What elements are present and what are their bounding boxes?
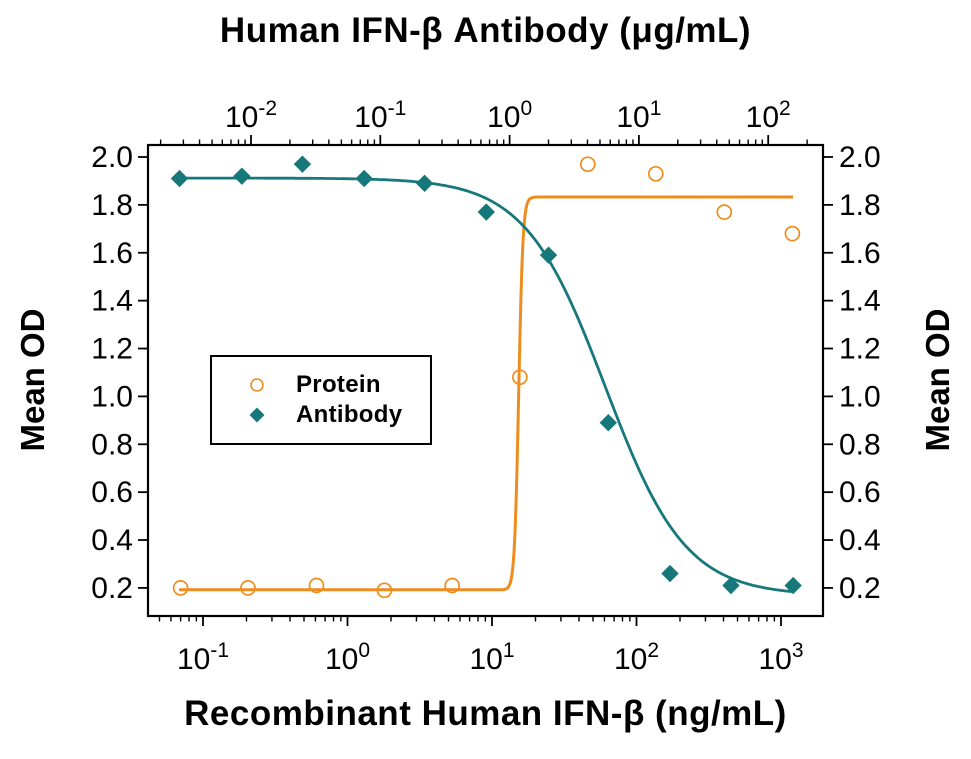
bottom-tick-label: 103: [758, 639, 803, 676]
left-tick-label: 0.2: [91, 572, 133, 605]
protein-data-point: [240, 580, 256, 596]
right-tick-label: 0.8: [839, 428, 881, 461]
top-tick-label: 10-1: [354, 97, 406, 134]
right-tick-label: 1.0: [839, 380, 881, 413]
left-tick-label: 0.6: [91, 476, 133, 509]
protein-data-point: [579, 156, 596, 173]
left-tick-label: 1.0: [91, 380, 133, 413]
plot-frame: [146, 143, 825, 618]
protein-curve: [178, 195, 794, 592]
protein-data-point: [716, 204, 733, 220]
protein-data-point: [444, 577, 461, 594]
left-tick-label: 1.4: [91, 285, 133, 318]
bottom-tick-label: 101: [469, 639, 514, 676]
protein-data-point: [172, 580, 189, 596]
left-tick-label: 1.2: [91, 333, 133, 366]
right-tick-label: 1.2: [839, 333, 881, 366]
antibody-data-point: [539, 246, 558, 264]
left-tick-label: 1.6: [91, 237, 133, 270]
antibody-data-point: [477, 203, 495, 221]
right-tick-label: 0.2: [839, 572, 881, 605]
antibody-data-point: [661, 564, 679, 583]
left-tick-label: 0.4: [91, 524, 133, 557]
protein-points: [172, 156, 801, 599]
protein-data-point: [308, 577, 325, 594]
protein-data-point: [647, 165, 664, 182]
top-tick-label: 100: [487, 97, 532, 134]
top-tick-label: 101: [616, 97, 661, 134]
legend: Protein Antibody: [210, 355, 432, 445]
left-tick-label: 1.8: [91, 189, 133, 222]
protein-data-point: [784, 225, 801, 242]
top-tick-label: 102: [746, 97, 791, 134]
antibody-data-point: [233, 167, 251, 185]
antibody-data-point: [170, 169, 189, 188]
left-tick-label: 2.0: [91, 141, 133, 174]
legend-item-protein: Protein: [212, 370, 430, 400]
antibody-diamond-icon: [249, 407, 265, 423]
antibody-data-point: [293, 155, 312, 173]
antibody-data-point: [784, 576, 802, 595]
right-tick-label: 1.8: [839, 189, 881, 222]
right-tick-label: 1.4: [839, 285, 881, 318]
right-tick-label: 0.4: [839, 524, 881, 557]
antibody-points: [170, 155, 802, 595]
antibody-data-point: [599, 414, 618, 432]
legend-label-antibody: Antibody: [296, 401, 403, 428]
y-axis-right: 2.0 1.8 1.6 1.4 1.2 1.0 0.8 0.6 0.4 0.2: [824, 141, 881, 605]
antibody-data-point: [722, 576, 740, 595]
antibody-data-point: [355, 169, 373, 188]
top-axis-title: Human IFN-β Antibody (μg/mL): [219, 11, 752, 50]
right-tick-label: 1.6: [839, 237, 881, 270]
protein-data-point: [376, 582, 393, 599]
protein-data-point: [512, 369, 528, 386]
bottom-tick-label: 100: [325, 639, 370, 676]
y-axis-left: 2.0 1.8 1.6 1.4 1.2 1.0 0.8 0.6 0.4 0.2: [91, 141, 147, 605]
right-tick-label: 0.6: [839, 476, 881, 509]
antibody-curve: [180, 176, 795, 594]
right-tick-label: 2.0: [839, 141, 881, 174]
bottom-axis-title: Recombinant Human IFN-β (ng/mL): [184, 694, 787, 733]
bottom-tick-label: 10-1: [177, 639, 229, 676]
protein-open-circle-icon: [250, 378, 264, 392]
antibody-data-point: [415, 174, 434, 193]
top-tick-label: 10-2: [225, 97, 277, 134]
legend-item-antibody: Antibody: [212, 400, 430, 430]
left-tick-label: 0.8: [91, 428, 133, 461]
legend-label-protein: Protein: [296, 371, 381, 398]
bottom-tick-label: 102: [614, 639, 659, 676]
x-axis-top: 10-2 10-1 100 101 102: [159, 97, 808, 144]
x-axis-bottom: 10-1 100 101 102 103: [158, 617, 804, 676]
